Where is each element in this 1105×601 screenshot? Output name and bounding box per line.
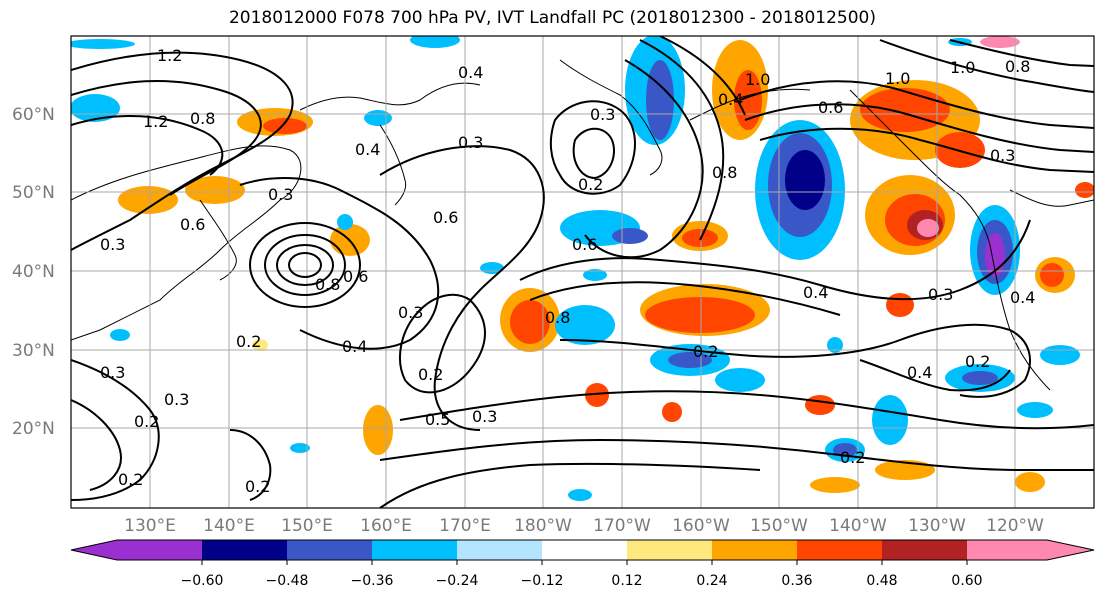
lon-label: 150°E bbox=[281, 516, 333, 536]
colorbar-tick-label: 0.12 bbox=[611, 573, 642, 589]
contour-label: 0.2 bbox=[245, 477, 270, 496]
contour-label: 0.3 bbox=[100, 363, 125, 382]
lat-label: 60°N bbox=[12, 105, 55, 125]
contour-label: 0.4 bbox=[342, 337, 367, 356]
contour-label: 0.6 bbox=[343, 267, 368, 286]
lat-label: 20°N bbox=[12, 419, 55, 439]
colorbar-segment bbox=[967, 540, 1047, 560]
colorbar-segment bbox=[712, 540, 797, 560]
colorbar-tick-label: −0.24 bbox=[436, 573, 479, 589]
contour-label: 0.8 bbox=[315, 275, 340, 294]
contour-label: 0.8 bbox=[1005, 57, 1030, 76]
contour-label: 0.2 bbox=[965, 352, 990, 371]
contour-label: 1.2 bbox=[157, 46, 182, 65]
colorbar-tick-label: −0.60 bbox=[181, 573, 224, 589]
contour-label: 0.6 bbox=[818, 98, 843, 117]
contour-label: 0.8 bbox=[190, 109, 215, 128]
colorbar-segment bbox=[542, 540, 627, 560]
colorbar-tick-label: 0.24 bbox=[696, 573, 727, 589]
colorbar-segment bbox=[797, 540, 882, 560]
contour-label: 0.3 bbox=[990, 146, 1015, 165]
colorbar-segment bbox=[882, 540, 967, 560]
contour-label: 0.3 bbox=[472, 407, 497, 426]
contour-label: 0.4 bbox=[1010, 288, 1035, 307]
contour-label: 0.2 bbox=[236, 332, 261, 351]
lon-label: 150°W bbox=[750, 516, 808, 536]
colorbar-segment bbox=[117, 540, 202, 560]
coastlines bbox=[71, 59, 1094, 391]
lat-label: 50°N bbox=[12, 183, 55, 203]
gridlines bbox=[71, 36, 1094, 508]
lon-label: 170°W bbox=[593, 516, 651, 536]
colorbar-tick-label: −0.36 bbox=[351, 573, 394, 589]
lon-label: 140°W bbox=[829, 516, 887, 536]
contour-label: 1.2 bbox=[143, 112, 168, 131]
contour-labels: 1.2 1.2 0.8 0.4 0.3 0.3 0.4 0.3 0.2 0.6 … bbox=[100, 46, 1035, 496]
colorbar-tick-label: 0.36 bbox=[781, 573, 812, 589]
longitude-labels: 130°E 140°E 150°E 160°E 170°E 180°W 170°… bbox=[124, 516, 1044, 536]
contour-label: 0.8 bbox=[545, 308, 570, 327]
contour-label: 1.0 bbox=[950, 58, 975, 77]
lon-label: 120°W bbox=[986, 516, 1044, 536]
lon-label: 140°E bbox=[203, 516, 255, 536]
contour-label: 0.2 bbox=[418, 365, 443, 384]
contour-label: 1.0 bbox=[885, 69, 910, 88]
colorbar: −0.60 −0.48 −0.36 −0.24 −0.12 0.12 0.24 … bbox=[70, 539, 1095, 589]
contour-label: 0.2 bbox=[693, 342, 718, 361]
plot-frame bbox=[70, 35, 1095, 509]
colorbar-ticks bbox=[201, 560, 968, 565]
contour-label: 0.2 bbox=[118, 470, 143, 489]
map-title: 2018012000 F078 700 hPa PV, IVT Landfall… bbox=[228, 8, 876, 28]
contour-label: 0.3 bbox=[458, 133, 483, 152]
lon-label: 180°W bbox=[514, 516, 572, 536]
pv-contours bbox=[71, 36, 1094, 508]
map-plot-area: 1.2 1.2 0.8 0.4 0.3 0.3 0.4 0.3 0.2 0.6 … bbox=[71, 36, 1094, 508]
contour-label: 0.3 bbox=[268, 185, 293, 204]
contour-label: 0.4 bbox=[458, 63, 483, 82]
contour-label: 0.6 bbox=[180, 215, 205, 234]
contour-label: 1.0 bbox=[745, 70, 770, 89]
contour-label: 0.3 bbox=[100, 235, 125, 254]
contour-label: 0.2 bbox=[134, 412, 159, 431]
contour-label: 0.3 bbox=[928, 285, 953, 304]
contour-label: 0.3 bbox=[590, 105, 615, 124]
contour-label: 0.4 bbox=[355, 140, 380, 159]
lon-label: 130°W bbox=[908, 516, 966, 536]
lon-label: 170°E bbox=[439, 516, 491, 536]
colorbar-segment bbox=[287, 540, 372, 560]
colorbar-tick-label: 0.48 bbox=[866, 573, 897, 589]
contour-label: 0.3 bbox=[164, 390, 189, 409]
colorbar-segment bbox=[372, 540, 457, 560]
colorbar-tick-label: −0.12 bbox=[521, 573, 564, 589]
contour-label: 0.8 bbox=[712, 163, 737, 182]
lat-label: 40°N bbox=[12, 262, 55, 282]
colorbar-segment bbox=[627, 540, 712, 560]
colorbar-tick-label: 0.60 bbox=[951, 573, 982, 589]
lat-label: 30°N bbox=[12, 341, 55, 361]
lon-label: 160°W bbox=[672, 516, 730, 536]
colorbar-segment bbox=[202, 540, 287, 560]
latitude-labels: 60°N 50°N 40°N 30°N 20°N bbox=[12, 105, 55, 439]
contour-label: 0.4 bbox=[803, 283, 828, 302]
colorbar-tick-label: −0.48 bbox=[266, 573, 309, 589]
contour-label: 0.6 bbox=[572, 235, 597, 254]
contour-label: 0.6 bbox=[433, 208, 458, 227]
contour-label: 0.4 bbox=[718, 90, 743, 109]
contour-label: 0.3 bbox=[398, 303, 423, 322]
colorbar-segment bbox=[457, 540, 542, 560]
contour-label: 0.2 bbox=[840, 448, 865, 467]
contour-label: 0.5 bbox=[425, 410, 450, 429]
colorbar-left-extension bbox=[71, 540, 117, 560]
colorbar-right-extension bbox=[1047, 540, 1094, 560]
lon-label: 130°E bbox=[124, 516, 176, 536]
contour-label: 0.4 bbox=[907, 363, 932, 382]
contour-label: 0.2 bbox=[578, 175, 603, 194]
lon-label: 160°E bbox=[360, 516, 412, 536]
